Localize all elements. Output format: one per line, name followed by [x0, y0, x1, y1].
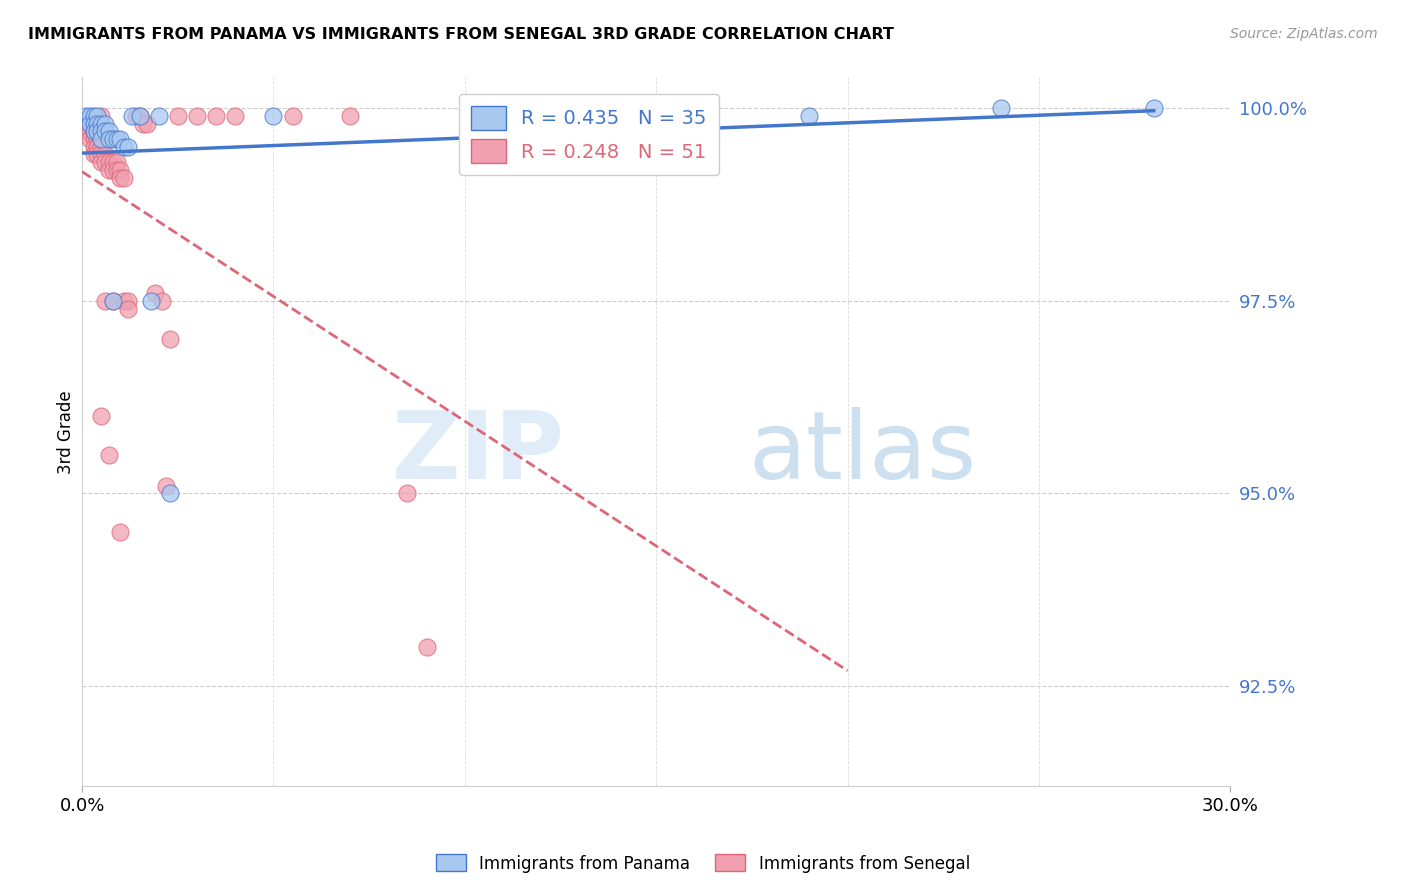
- Point: [97, 124, 120, 138]
- Point: [159, 486, 181, 500]
- Point: [136, 117, 159, 131]
- Point: [112, 140, 135, 154]
- Point: [148, 109, 170, 123]
- Text: atlas: atlas: [748, 407, 976, 499]
- Point: [101, 293, 124, 308]
- Point: [97, 448, 120, 462]
- Point: [83, 117, 105, 131]
- Point: [339, 109, 361, 123]
- Point: [90, 124, 112, 138]
- Point: [90, 147, 112, 161]
- Point: [90, 117, 112, 131]
- Point: [110, 132, 132, 146]
- Point: [121, 109, 143, 123]
- Point: [86, 132, 108, 146]
- Point: [79, 117, 101, 131]
- Point: [79, 117, 101, 131]
- Point: [101, 162, 124, 177]
- Point: [90, 132, 112, 146]
- Point: [86, 140, 108, 154]
- Point: [79, 132, 101, 146]
- Point: [75, 117, 97, 131]
- Point: [105, 162, 128, 177]
- Point: [94, 155, 117, 169]
- Point: [117, 301, 139, 316]
- Y-axis label: 3rd Grade: 3rd Grade: [58, 390, 75, 474]
- Point: [97, 162, 120, 177]
- Point: [128, 109, 150, 123]
- Point: [94, 124, 117, 138]
- Point: [110, 162, 132, 177]
- Legend: Immigrants from Panama, Immigrants from Senegal: Immigrants from Panama, Immigrants from …: [429, 847, 977, 880]
- Point: [281, 109, 304, 123]
- Point: [105, 155, 128, 169]
- Point: [117, 293, 139, 308]
- Legend: R = 0.435   N = 35, R = 0.248   N = 51: R = 0.435 N = 35, R = 0.248 N = 51: [460, 95, 718, 175]
- Point: [166, 109, 188, 123]
- Point: [86, 147, 108, 161]
- Point: [90, 109, 112, 123]
- Point: [83, 124, 105, 138]
- Point: [83, 140, 105, 154]
- Text: Source: ZipAtlas.com: Source: ZipAtlas.com: [1230, 27, 1378, 41]
- Point: [86, 109, 108, 123]
- Point: [105, 132, 128, 146]
- Point: [86, 124, 108, 138]
- Point: [117, 140, 139, 154]
- Point: [79, 124, 101, 138]
- Point: [90, 409, 112, 424]
- Text: ZIP: ZIP: [391, 407, 564, 499]
- Point: [94, 117, 117, 131]
- Point: [94, 293, 117, 308]
- Point: [75, 109, 97, 123]
- Point: [75, 124, 97, 138]
- Point: [263, 109, 285, 123]
- Text: IMMIGRANTS FROM PANAMA VS IMMIGRANTS FROM SENEGAL 3RD GRADE CORRELATION CHART: IMMIGRANTS FROM PANAMA VS IMMIGRANTS FRO…: [28, 27, 894, 42]
- Point: [83, 109, 105, 123]
- Point: [112, 170, 135, 185]
- Point: [94, 147, 117, 161]
- Point: [112, 293, 135, 308]
- Point: [143, 286, 166, 301]
- Point: [510, 109, 533, 123]
- Point: [139, 293, 162, 308]
- Point: [415, 640, 437, 655]
- Point: [205, 109, 228, 123]
- Point: [132, 117, 155, 131]
- Point: [155, 479, 177, 493]
- Point: [79, 109, 101, 123]
- Point: [83, 124, 105, 138]
- Point: [224, 109, 246, 123]
- Point: [90, 140, 112, 154]
- Point: [86, 117, 108, 131]
- Point: [125, 109, 148, 123]
- Point: [110, 170, 132, 185]
- Point: [83, 132, 105, 146]
- Point: [799, 109, 821, 123]
- Point: [101, 293, 124, 308]
- Point: [990, 101, 1012, 115]
- Point: [396, 486, 419, 500]
- Point: [159, 332, 181, 346]
- Point: [110, 524, 132, 539]
- Point: [101, 132, 124, 146]
- Point: [97, 132, 120, 146]
- Point: [152, 293, 174, 308]
- Point: [1143, 101, 1166, 115]
- Point: [83, 147, 105, 161]
- Point: [186, 109, 208, 123]
- Point: [101, 155, 124, 169]
- Point: [128, 109, 150, 123]
- Point: [90, 155, 112, 169]
- Point: [97, 155, 120, 169]
